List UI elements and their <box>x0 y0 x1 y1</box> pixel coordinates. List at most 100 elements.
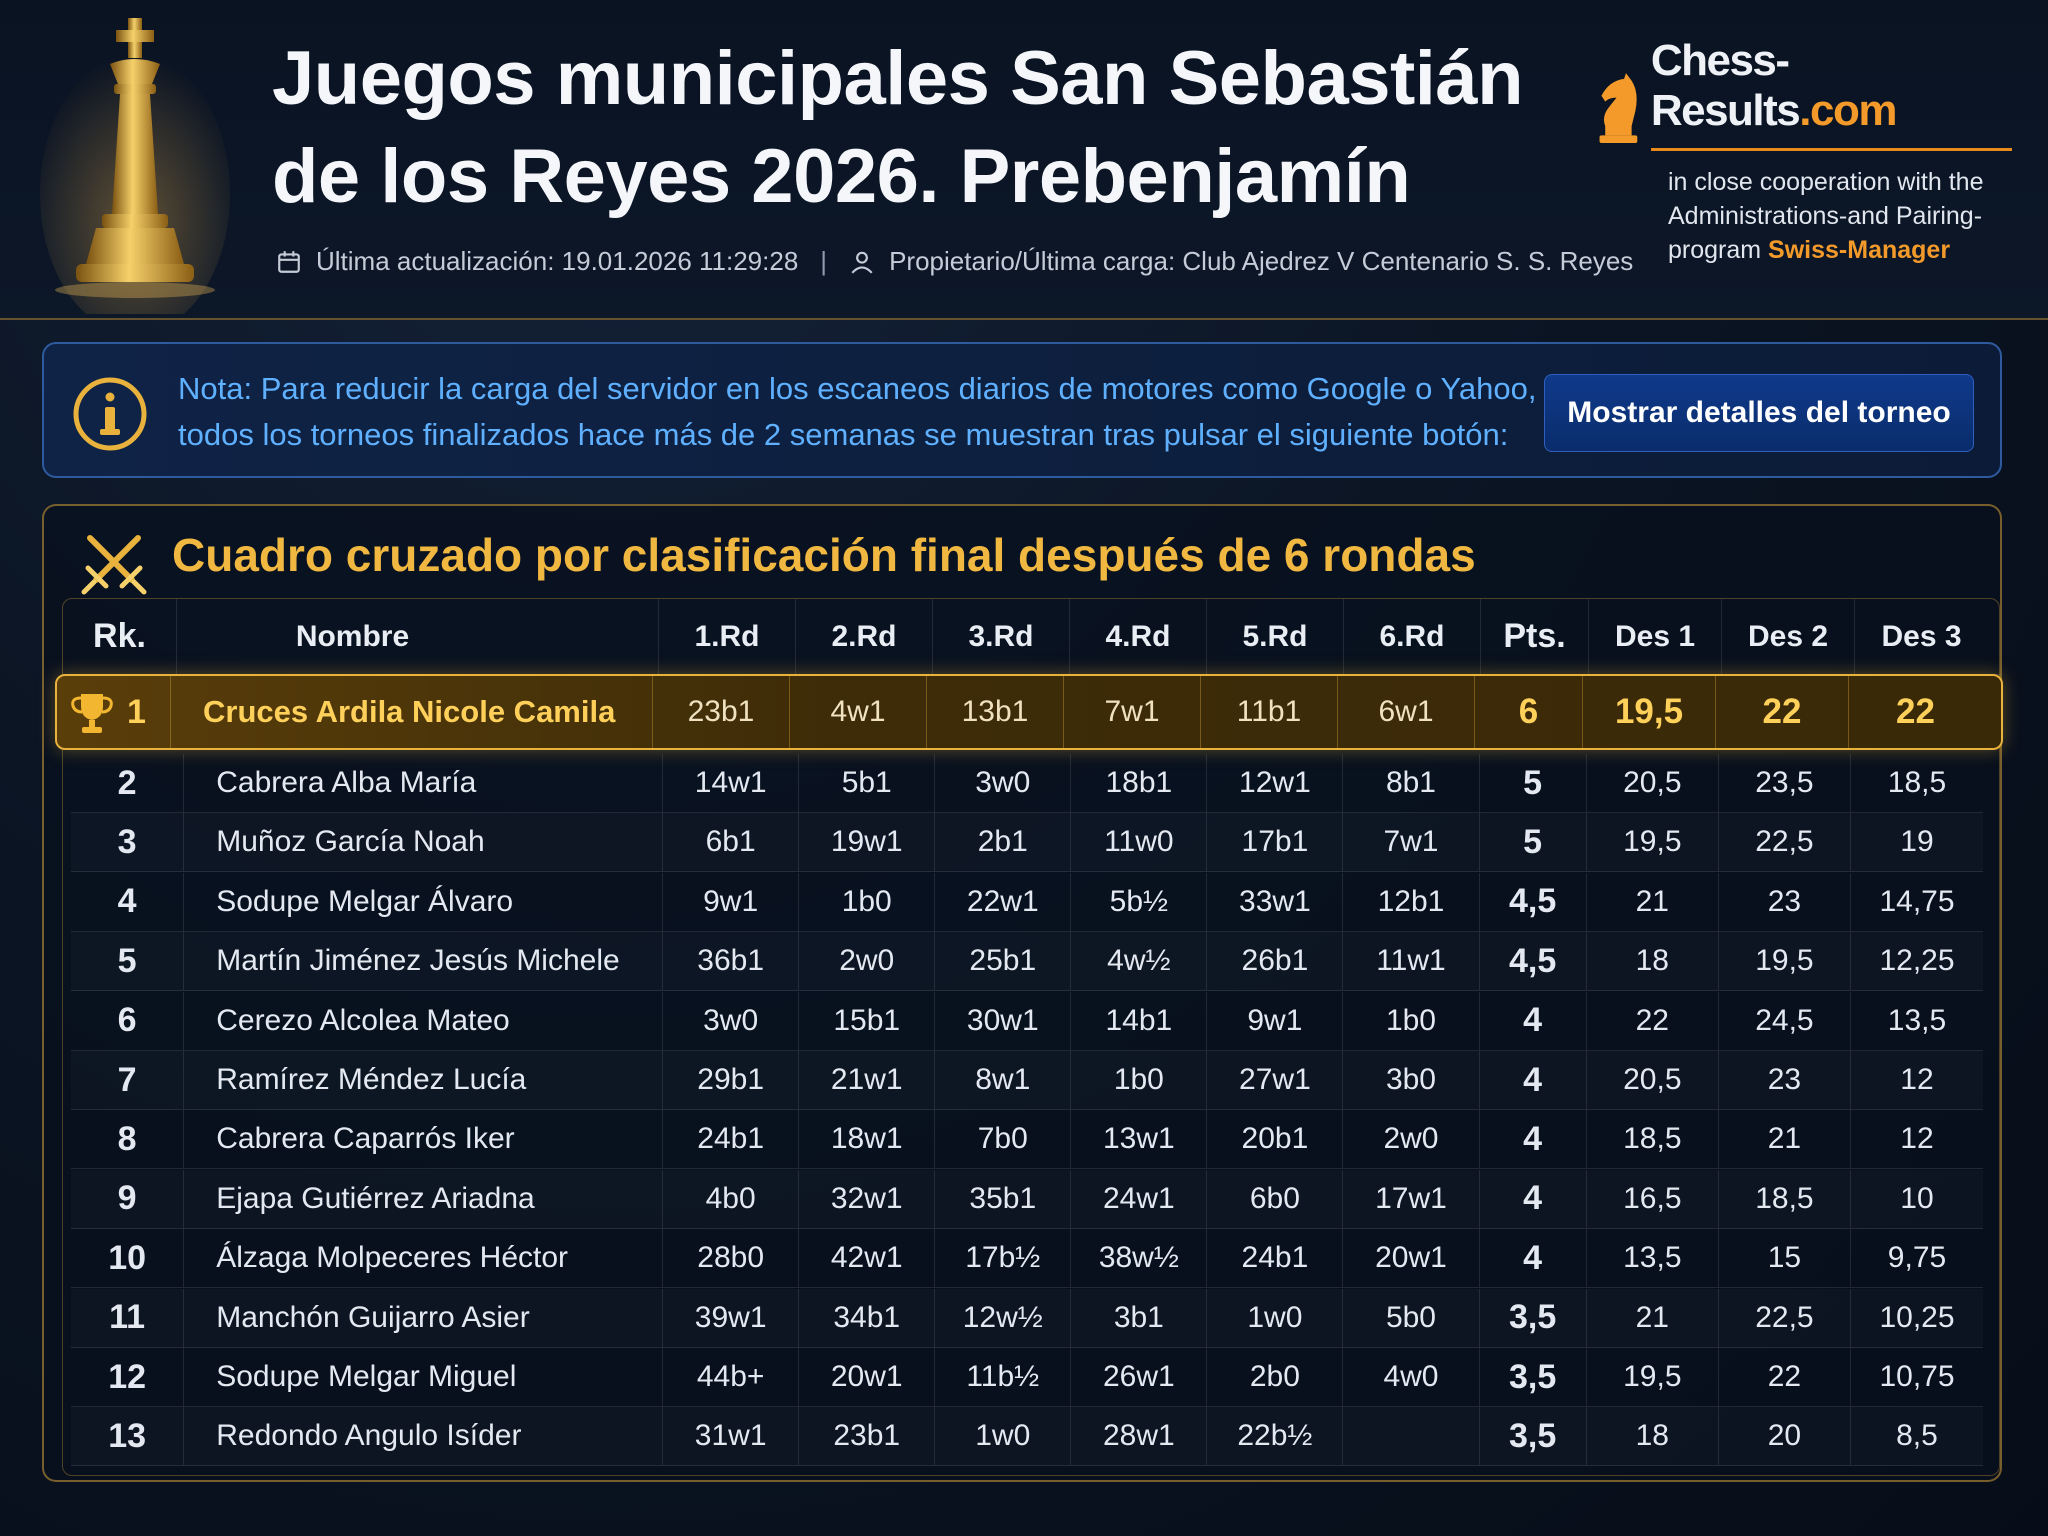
cell-player-name[interactable]: Cabrera Alba María <box>184 754 664 812</box>
cell-round-4[interactable]: 28w1 <box>1071 1407 1208 1466</box>
cell-round-6[interactable]: 17w1 <box>1343 1169 1480 1228</box>
cell-round-4[interactable]: 38w½ <box>1071 1229 1208 1288</box>
cell-player-name[interactable]: Cabrera Caparrós Iker <box>184 1110 664 1169</box>
cell-round-5[interactable]: 22b½ <box>1207 1407 1344 1466</box>
cell-round-3[interactable]: 11b½ <box>935 1348 1072 1406</box>
cell-round-2[interactable]: 42w1 <box>799 1229 936 1288</box>
cell-player-name[interactable]: Ejapa Gutiérrez Ariadna <box>184 1169 664 1228</box>
cell-round-6[interactable]: 2w0 <box>1343 1110 1480 1169</box>
cell-round-6[interactable]: 5b0 <box>1343 1288 1480 1347</box>
col-header-tiebreak-1[interactable]: Des 1 <box>1589 599 1722 674</box>
cell-round-2[interactable]: 32w1 <box>799 1169 936 1228</box>
cell-round-5[interactable]: 1w0 <box>1207 1288 1344 1347</box>
cell-round-2[interactable]: 4w1 <box>790 676 927 748</box>
cell-round-5[interactable]: 27w1 <box>1207 1051 1344 1109</box>
cell-round-6[interactable]: 7w1 <box>1343 813 1480 872</box>
cell-round-5[interactable]: 9w1 <box>1207 991 1344 1050</box>
swiss-manager-link[interactable]: Swiss-Manager <box>1768 236 1951 264</box>
cell-round-4[interactable]: 26w1 <box>1071 1348 1208 1406</box>
table-row[interactable]: 9 Ejapa Gutiérrez Ariadna 4b0 32w1 35b1 24w1 6… <box>71 1169 1983 1229</box>
cell-round-1[interactable]: 24b1 <box>663 1110 800 1169</box>
cell-round-4[interactable]: 1b0 <box>1071 1051 1208 1109</box>
cell-player-name[interactable]: Sodupe Melgar Álvaro <box>184 872 664 931</box>
table-row-leader[interactable]: 1 Cruces Ardila Nicole Camila 23b1 4w1 13b1 7… <box>55 674 2003 750</box>
cell-round-5[interactable]: 12w1 <box>1207 754 1344 812</box>
cell-round-2[interactable]: 15b1 <box>799 991 936 1050</box>
cell-round-1[interactable]: 28b0 <box>663 1229 800 1288</box>
cell-round-2[interactable]: 21w1 <box>799 1051 936 1109</box>
cell-round-2[interactable]: 19w1 <box>799 813 936 872</box>
cell-round-5[interactable]: 2b0 <box>1207 1348 1344 1406</box>
cell-round-1[interactable]: 9w1 <box>663 872 800 931</box>
cell-round-1[interactable]: 44b+ <box>663 1348 800 1406</box>
cell-player-name[interactable]: Ramírez Méndez Lucía <box>184 1051 664 1109</box>
cell-player-name[interactable]: Álzaga Molpeceres Héctor <box>184 1229 664 1288</box>
cell-player-name[interactable]: Cruces Ardila Nicole Camila <box>171 676 653 748</box>
cell-round-3[interactable]: 17b½ <box>935 1229 1072 1288</box>
cell-round-2[interactable]: 18w1 <box>799 1110 936 1169</box>
col-header-round-2[interactable]: 2.Rd <box>796 599 933 674</box>
cell-round-1[interactable]: 6b1 <box>663 813 800 872</box>
cell-player-name[interactable]: Redondo Angulo Isíder <box>184 1407 664 1466</box>
cell-round-2[interactable]: 2w0 <box>799 932 936 991</box>
cell-round-3[interactable]: 1w0 <box>935 1407 1072 1466</box>
cell-round-6[interactable]: 8b1 <box>1343 754 1480 812</box>
cell-round-2[interactable]: 5b1 <box>799 754 936 812</box>
cell-round-3[interactable]: 25b1 <box>935 932 1072 991</box>
table-row[interactable]: 6 Cerezo Alcolea Mateo 3w0 15b1 30w1 14b1 9w1 1… <box>71 991 1983 1051</box>
cell-round-4[interactable]: 11w0 <box>1071 813 1208 872</box>
col-header-name[interactable]: Nombre <box>177 599 659 674</box>
cell-round-4[interactable]: 4w½ <box>1071 932 1208 991</box>
cell-round-2[interactable]: 1b0 <box>799 872 936 931</box>
table-row[interactable]: 8 Cabrera Caparrós Iker 24b1 18w1 7b0 13w1 20b… <box>71 1110 1983 1170</box>
cell-round-6[interactable]: 6w1 <box>1338 676 1475 748</box>
table-row[interactable]: 3 Muñoz García Noah 6b1 19w1 2b1 11w0 17b1 7w1 5… <box>71 813 1983 873</box>
cell-round-3[interactable]: 7b0 <box>935 1110 1072 1169</box>
cell-round-3[interactable]: 2b1 <box>935 813 1072 872</box>
cell-round-2[interactable]: 20w1 <box>799 1348 936 1406</box>
table-row[interactable]: 7 Ramírez Méndez Lucía 29b1 21w1 8w1 1b0 27w1 3… <box>71 1051 1983 1110</box>
cell-round-1[interactable]: 39w1 <box>663 1288 800 1347</box>
cell-round-6[interactable]: 20w1 <box>1343 1229 1480 1288</box>
cell-round-3[interactable]: 3w0 <box>935 754 1072 812</box>
cell-round-5[interactable]: 26b1 <box>1207 932 1344 991</box>
cell-round-2[interactable]: 34b1 <box>799 1288 936 1347</box>
cell-round-1[interactable]: 4b0 <box>663 1169 800 1228</box>
cell-player-name[interactable]: Martín Jiménez Jesús Michele <box>184 932 664 991</box>
table-row[interactable]: 13 Redondo Angulo Isíder 31w1 23b1 1w0 28w1 22… <box>71 1407 1983 1467</box>
cell-round-1[interactable]: 31w1 <box>663 1407 800 1466</box>
cell-round-4[interactable]: 3b1 <box>1071 1288 1208 1347</box>
col-header-round-3[interactable]: 3.Rd <box>933 599 1070 674</box>
cell-round-3[interactable]: 13b1 <box>927 676 1064 748</box>
table-row[interactable]: 4 Sodupe Melgar Álvaro 9w1 1b0 22w1 5b½ 33w1 12… <box>71 872 1983 932</box>
cell-round-4[interactable]: 7w1 <box>1064 676 1201 748</box>
cell-round-5[interactable]: 20b1 <box>1207 1110 1344 1169</box>
table-row[interactable]: 10 Álzaga Molpeceres Héctor 28b0 42w1 17b½ 38… <box>71 1229 1983 1289</box>
cell-round-3[interactable]: 12w½ <box>935 1288 1072 1347</box>
col-header-round-4[interactable]: 4.Rd <box>1070 599 1207 674</box>
table-row[interactable]: 2 Cabrera Alba María 14w1 5b1 3w0 18b1 12w1 8b1… <box>71 754 1983 813</box>
cell-round-3[interactable]: 35b1 <box>935 1169 1072 1228</box>
chess-results-brand[interactable]: Chess-Results.com in close cooperation w… <box>1592 36 2012 267</box>
cell-round-6[interactable]: 3b0 <box>1343 1051 1480 1109</box>
cell-round-4[interactable]: 18b1 <box>1071 754 1208 812</box>
cell-round-6[interactable] <box>1343 1407 1480 1466</box>
cell-round-5[interactable]: 11b1 <box>1201 676 1338 748</box>
cell-round-3[interactable]: 8w1 <box>935 1051 1072 1109</box>
cell-round-1[interactable]: 23b1 <box>653 676 790 748</box>
cell-round-6[interactable]: 1b0 <box>1343 991 1480 1050</box>
cell-round-5[interactable]: 17b1 <box>1207 813 1344 872</box>
cell-round-3[interactable]: 30w1 <box>935 991 1072 1050</box>
table-row[interactable]: 5 Martín Jiménez Jesús Michele 36b1 2w0 25b1… <box>71 932 1983 992</box>
cell-round-1[interactable]: 36b1 <box>663 932 800 991</box>
col-header-tiebreak-2[interactable]: Des 2 <box>1722 599 1855 674</box>
cell-round-6[interactable]: 12b1 <box>1343 872 1480 931</box>
cell-player-name[interactable]: Muñoz García Noah <box>184 813 664 872</box>
show-tournament-details-button[interactable]: Mostrar detalles del torneo <box>1544 374 1974 452</box>
table-row[interactable]: 12 Sodupe Melgar Miguel 44b+ 20w1 11b½ 26w1 2b… <box>71 1348 1983 1407</box>
cell-player-name[interactable]: Cerezo Alcolea Mateo <box>184 991 664 1050</box>
cell-round-6[interactable]: 4w0 <box>1343 1348 1480 1406</box>
cell-round-5[interactable]: 33w1 <box>1207 872 1344 931</box>
cell-round-1[interactable]: 29b1 <box>663 1051 800 1109</box>
cell-round-4[interactable]: 14b1 <box>1071 991 1208 1050</box>
